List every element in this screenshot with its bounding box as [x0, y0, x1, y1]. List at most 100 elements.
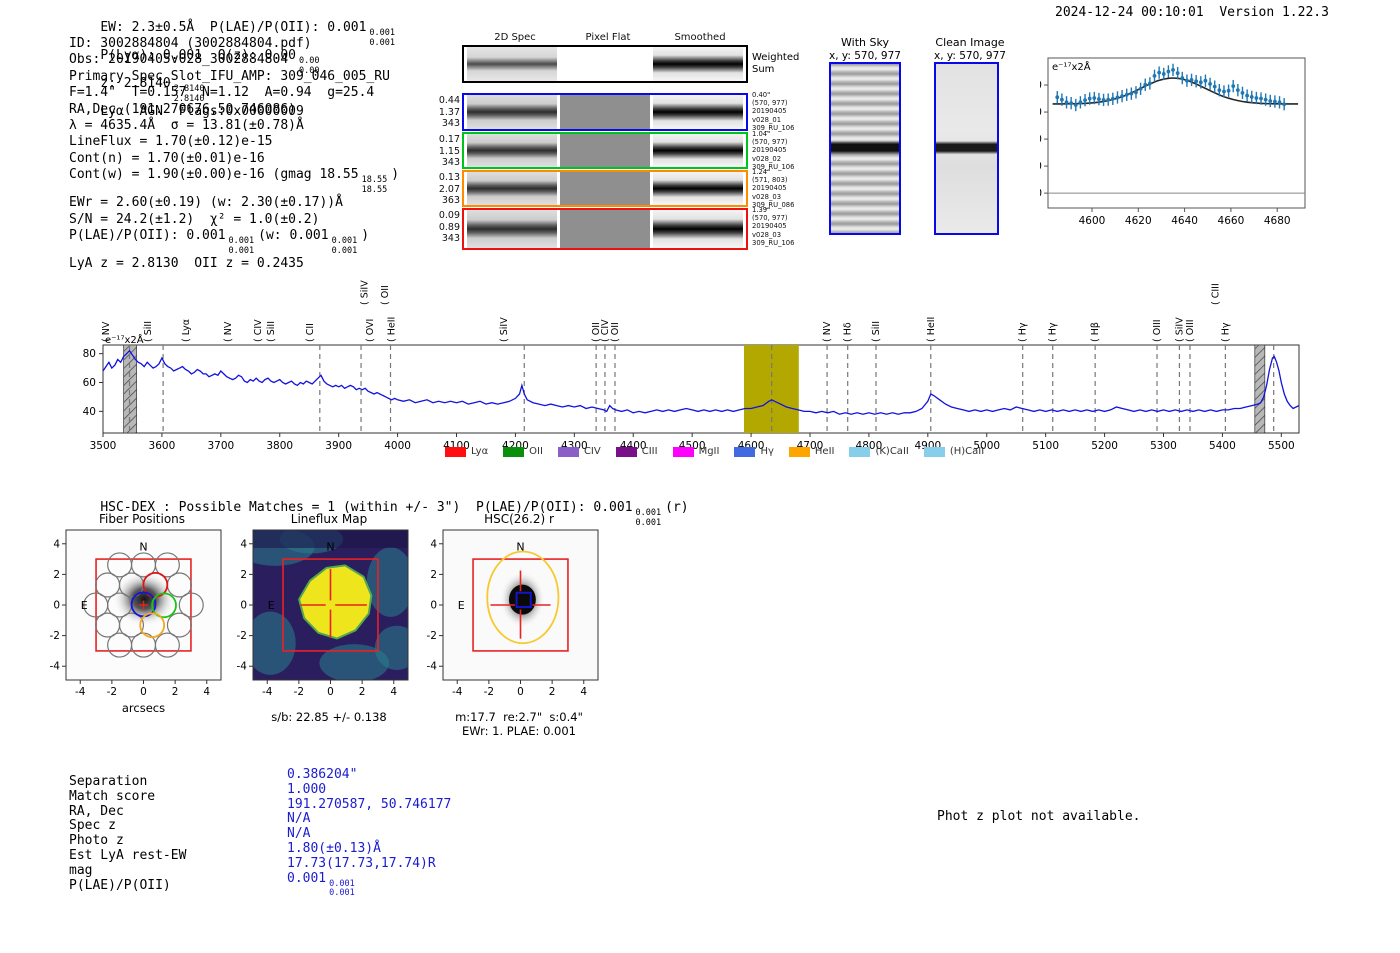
fit-data-point: [1078, 100, 1083, 105]
hsc-caption-morphology: m:17.7 re:2.7" s:0.4": [455, 710, 583, 724]
legend-label: OII: [529, 446, 543, 457]
fit-data-point: [1198, 80, 1203, 85]
fit-data-point: [1147, 81, 1152, 86]
lineflux-compass-east: E: [268, 599, 275, 612]
fit-x-tick-label: 4620: [1125, 215, 1152, 227]
emission-line-label: ( SiII: [871, 321, 882, 342]
cutout-2dspec-strip: [467, 210, 557, 248]
emission-line-label: ( OIII: [1185, 319, 1196, 342]
cutout-fiber-weights: 0.09 0.89 343: [438, 210, 460, 244]
clean-image: [934, 62, 999, 235]
legend-swatch: [734, 446, 756, 457]
withsky-image: [829, 62, 901, 235]
fiber-compass-north: N: [139, 541, 147, 554]
cutout-2dspec-strip: [467, 134, 557, 167]
spectrum-x-tick-label: 3600: [149, 440, 176, 452]
emission-line-label: ( CIV: [253, 319, 264, 342]
cutout-fiber-info: 1.24" (571, 803) 20190405 v028_03 309_RU_086: [752, 168, 795, 209]
emission-line-label: ( Hδ: [843, 322, 854, 342]
cutout-row: [462, 93, 748, 131]
fit-data-point: [1194, 79, 1199, 84]
hatched-exclusion-band: [1254, 344, 1266, 434]
lineflux-yellow-blob: [300, 566, 371, 638]
hsc-cutout-panel: HSC(26.2) r -4 -4 -2 -2 0 0 2 2 4 4 N E m:17.7 re:2…: [419, 512, 619, 738]
spectrum-y-tick-label: 80: [83, 348, 96, 360]
info-lineflux: LineFlux = 1.70(±0.12)e-15: [69, 134, 273, 150]
selected-fiber-circle: [151, 592, 177, 619]
fiber-extraction-box: [95, 558, 192, 652]
emission-line-label: ( CIII: [1210, 283, 1221, 305]
fit-data-point: [1073, 103, 1078, 107]
hsc-cutout-title: HSC(26.2) r: [484, 512, 554, 526]
info-cont-w: Cont(w) = 1.90(±0.00)e-16 (gmag 18.55 18.…: [69, 167, 400, 195]
line-fit-plot: 4600 4620 4640 4660 4680 0 10 20 30 40 e⁻¹⁷x2Å: [1029, 50, 1340, 239]
line-fit-plot-svg: 4600 4620 4640 4660 4680 0 10 20 30 40 e⁻¹⁷x2Å: [1029, 57, 1306, 227]
emission-line-label: ( OII: [591, 322, 602, 342]
cutout-row: [462, 132, 748, 169]
cutout-pixelflat-strip: [560, 95, 650, 129]
fit-data-point: [1203, 78, 1208, 83]
panel-y-tick-label: -2: [427, 630, 437, 642]
fit-data-point: [1240, 90, 1245, 95]
full-spectrum-plot: 3500360037003800390040004100420043004400…: [60, 262, 1340, 461]
cutout-2dspec-strip: [467, 95, 557, 129]
panel-x-tick-label: -4: [262, 686, 273, 698]
emission-line-label: ( Hγ: [1220, 322, 1231, 342]
fit-data-point: [1180, 76, 1185, 80]
match-table-value: 191.270587, 50.746177: [287, 796, 452, 812]
fit-data-point: [1166, 69, 1171, 74]
panel-y-tick-label: 0: [240, 600, 247, 612]
spectrum-x-tick-label: 5200: [1091, 440, 1118, 452]
cutout-fiber-info: 1.04" (570, 977) 20190405 v028_02 309_RU_106: [752, 130, 795, 171]
emission-line-label: ( OIII: [1152, 319, 1163, 342]
header-z: z: 2.8140: [100, 76, 171, 92]
panel-x-tick-label: 4: [203, 686, 210, 698]
legend-label: Lyα: [471, 446, 489, 457]
emission-line-label: ( SiIV: [1174, 317, 1185, 342]
fit-data-point: [1083, 98, 1087, 103]
legend-label: MgII: [698, 446, 720, 457]
catalog-matches-line: HSC-DEX : Possible Matches = 1 (within +…: [100, 500, 689, 528]
hsc-aperture-ellipse: [486, 550, 560, 645]
lineflux-teal-blotch: [366, 547, 408, 617]
fit-data-point: [1282, 102, 1287, 107]
emission-line-label: ( HeII: [926, 317, 937, 342]
fit-y-tick-label: 10: [1040, 161, 1042, 173]
panel-x-tick-label: 0: [140, 686, 147, 698]
info-z-solutions: LyA z = 2.8130 OII z = 0.2435: [69, 256, 304, 272]
fit-gaussian-curve: [1052, 77, 1299, 105]
lineflux-frame: [252, 529, 409, 681]
match-plae-frac: 0.001 0.001: [329, 878, 355, 899]
legend-swatch: [849, 446, 871, 457]
fit-data-point: [1087, 96, 1092, 101]
panel-y-tick-label: -4: [427, 661, 438, 673]
info-block: ID: 3002884804 (3002884804.pdf) Obs: 201…: [69, 36, 399, 273]
spectrum-x-tick-label: 3800: [266, 440, 293, 452]
lineflux-compass-north: N: [326, 541, 334, 554]
emission-line-label: ( Lyα: [181, 319, 192, 342]
match-table-label: Photo z: [69, 833, 124, 849]
fit-plot-frame: [1047, 57, 1306, 209]
fit-data-point: [1134, 90, 1138, 95]
match-table-value: N/A: [287, 826, 311, 842]
panel-y-tick-label: -4: [50, 661, 61, 673]
spectrum-x-tick-label: 3700: [207, 440, 234, 452]
legend-item: Lyα: [445, 446, 488, 457]
lineflux-extraction-box: [282, 558, 379, 652]
panel-x-tick-label: 4: [390, 686, 397, 698]
fit-y-tick-label: 30: [1040, 107, 1042, 119]
emission-line-label: ( NV: [223, 321, 234, 342]
legend-item: CIV: [557, 446, 601, 457]
legend-label: (H)CaII: [949, 446, 985, 457]
fit-ylabel: e⁻¹⁷x2Å: [1052, 60, 1091, 73]
panel-x-tick-label: 2: [359, 686, 366, 698]
info-ewr: EWr = 2.60(±0.19) (w: 2.30(±0.17))Å: [69, 195, 343, 211]
spectrum-x-tick-label: 3900: [325, 440, 352, 452]
cutout-fiber-weights: 0.44 1.37 343: [438, 95, 460, 129]
fit-data-point: [1217, 88, 1222, 93]
cutout-smoothed-strip: [653, 210, 743, 248]
cutout-fiber-info: 1.39" (570, 977) 20190405 v028_03 309_RU_106: [752, 206, 795, 247]
fit-data-point: [1208, 82, 1212, 86]
fit-data-point: [1263, 97, 1268, 102]
spectrum-x-tick-label: 5400: [1209, 440, 1236, 452]
